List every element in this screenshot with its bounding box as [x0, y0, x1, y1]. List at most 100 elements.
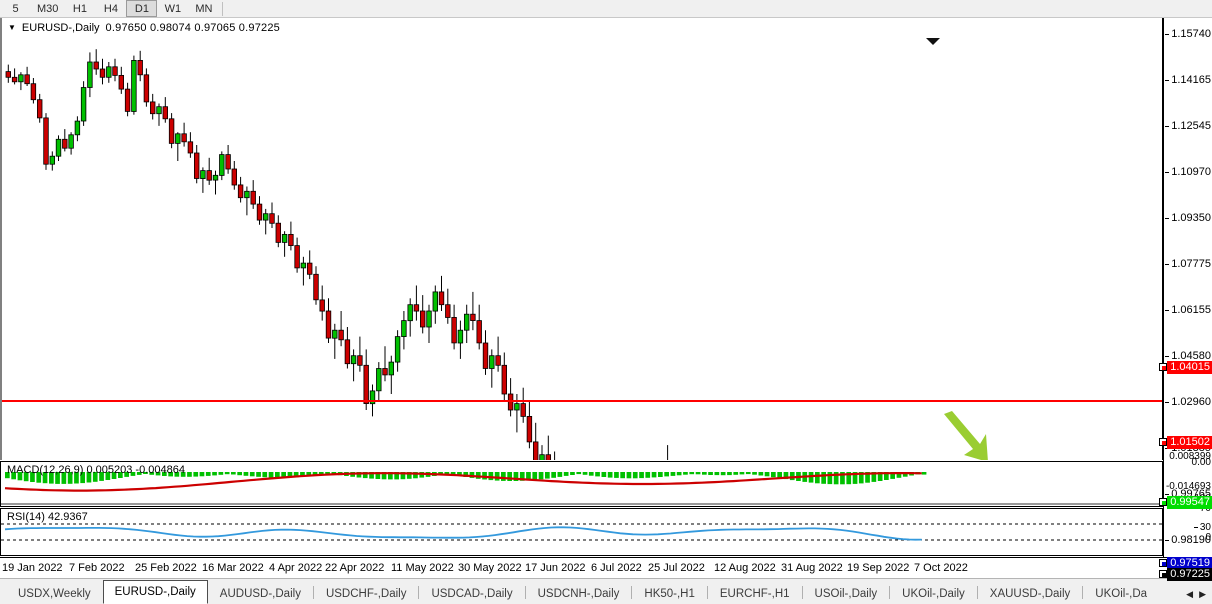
price-tick-label: 1.04580	[1171, 350, 1211, 362]
chart-tab-usdchfdaily[interactable]: USDCHF-,Daily	[325, 587, 407, 600]
macd-indicator-pane[interactable]: MACD(12,26,9) 0.005203 -0.004864	[0, 461, 1163, 507]
price-badge-label: 0.97519	[1170, 557, 1210, 569]
tick-dash	[1165, 310, 1170, 311]
tab-divider	[889, 585, 891, 599]
price-badge-1.01502[interactable]: 1.01502	[1159, 436, 1212, 449]
timeframe-button-w1[interactable]: W1	[164, 2, 182, 15]
tab-divider	[312, 585, 314, 599]
chart-tab-ukoilda[interactable]: UKOil-,Da	[1095, 587, 1148, 600]
price-tick: 1.10970	[1165, 166, 1211, 178]
tab-scroll-left-icon[interactable]: ◀	[1186, 589, 1194, 599]
macd-scale-tick: 0.008399	[1169, 451, 1211, 462]
chart-tab-usdxweekly[interactable]: USDX,Weekly	[18, 587, 91, 600]
price-tick-label: 1.14165	[1171, 74, 1211, 86]
tab-divider	[631, 585, 633, 599]
price-tick: 1.14165	[1165, 74, 1211, 86]
rsi-scale-tick: 0	[1205, 532, 1211, 543]
level-handle-dot	[1162, 441, 1167, 445]
rsi-indicator-pane[interactable]: RSI(14) 42.9367	[0, 508, 1163, 556]
chart-tab-hk50h1[interactable]: HK50-,H1	[644, 587, 695, 600]
rsi-label: RSI(14) 42.9367	[7, 511, 88, 523]
collapse-caret-icon[interactable]: ▼	[8, 23, 16, 32]
price-badge-0.99547[interactable]: 0.99547	[1159, 496, 1212, 509]
tick-dash	[1165, 126, 1170, 127]
time-tick-label: 31 Aug 2022	[781, 562, 843, 574]
time-tick-label: 16 Mar 2022	[202, 562, 264, 574]
price-tick: 1.04580	[1165, 350, 1211, 362]
price-badge-1.04015[interactable]: 1.04015	[1159, 361, 1212, 374]
price-badge-0.97519[interactable]: 0.97519	[1159, 557, 1212, 570]
price-badge-label: 1.01502	[1170, 436, 1210, 448]
tick-dash	[1165, 80, 1170, 81]
tab-scroll-controls[interactable]: ◀ ▶	[1182, 589, 1212, 604]
timeframe-button-h4[interactable]: H4	[103, 2, 118, 15]
time-tick-label: 25 Feb 2022	[135, 562, 197, 574]
tick-dash	[1165, 264, 1170, 265]
level-handle-icon[interactable]	[1159, 570, 1168, 578]
price-badge-label: 1.04015	[1170, 361, 1210, 373]
macd-series	[1, 472, 1162, 505]
chart-tab-xauusddaily[interactable]: XAUUSD-,Daily	[989, 587, 1071, 600]
time-tick-label: 7 Feb 2022	[69, 562, 125, 574]
price-chart-pane[interactable]	[0, 18, 1163, 460]
level-handle-icon[interactable]	[1159, 438, 1168, 446]
price-tick-label: 1.10970	[1171, 166, 1211, 178]
price-tick: 1.09350	[1165, 213, 1211, 224]
price-tick: 1.07775	[1165, 258, 1211, 270]
level-handle-icon[interactable]	[1159, 363, 1168, 371]
timeframe-button-d1[interactable]: D1	[126, 0, 158, 17]
time-tick-label: 7 Oct 2022	[914, 562, 968, 574]
chart-tab-eurusddaily[interactable]: EURUSD-,Daily	[102, 580, 208, 604]
price-tick-label: 1.06155	[1171, 304, 1211, 316]
chart-area: MACD(12,26,9) 0.005203 -0.004864 RSI(14)…	[0, 18, 1212, 581]
time-tick-label: 6 Jul 2022	[591, 562, 642, 574]
rsi-scale-label: 0	[1205, 532, 1211, 543]
chart-top-marker-icon	[926, 38, 940, 45]
timeframe-toolbar: 5 M30 H1 H4 D1 W1 MN	[0, 0, 1212, 18]
price-tick-label: 1.07775	[1171, 258, 1211, 270]
chart-tab-usdcaddaily[interactable]: USDCAD-,Daily	[431, 587, 513, 600]
tick-dash	[1193, 527, 1198, 528]
price-tick: 0.99765	[1165, 489, 1211, 500]
tick-dash	[1165, 356, 1170, 357]
level-handle-dot	[1162, 366, 1167, 370]
price-axis[interactable]: 1.15740 1.14165 1.12545 1.10970 1.09350 1.077…	[1159, 18, 1212, 581]
level-handle-icon[interactable]	[1159, 498, 1168, 506]
chart-tab-usoildaily[interactable]: USOil-,Daily	[814, 587, 878, 600]
tab-divider	[524, 585, 526, 599]
price-badge-label: 0.99547	[1170, 496, 1210, 508]
rsi-scale-tick: 30	[1193, 522, 1211, 533]
tick-dash	[1165, 218, 1170, 219]
time-axis: 19 Jan 2022 7 Feb 2022 25 Feb 2022 16 Mar 2…	[0, 557, 1212, 578]
timeframe-button-mn[interactable]: MN	[195, 2, 213, 15]
time-tick-label: 30 May 2022	[458, 562, 522, 574]
chart-tab-eurchfh1[interactable]: EURCHF-,H1	[719, 587, 790, 600]
tab-scroll-right-icon[interactable]: ▶	[1199, 589, 1206, 599]
level-handle-dot	[1162, 573, 1167, 577]
level-handle-icon[interactable]	[1159, 559, 1168, 567]
timeframe-button-h1[interactable]: H1	[72, 2, 87, 15]
tick-dash	[1165, 494, 1170, 495]
price-tick: 1.12545	[1165, 121, 1211, 132]
price-tick: 1.15740	[1165, 29, 1211, 40]
price-badge-0.97225[interactable]: 0.97225	[1159, 568, 1212, 581]
symbol-name: EURUSD-,Daily	[21, 22, 100, 34]
level-handle-dot	[1162, 562, 1167, 566]
chart-tab-usdcnhdaily[interactable]: USDCNH-,Daily	[537, 587, 620, 600]
macd-scale-label: 0.008399	[1169, 451, 1211, 462]
price-tick: 0.98190	[1165, 535, 1211, 546]
price-tick-label: 1.02960	[1171, 396, 1211, 408]
rsi-series	[1, 523, 1162, 541]
chart-tab-audusddaily[interactable]: AUDUSD-,Daily	[219, 587, 301, 600]
tab-divider	[418, 585, 420, 599]
chart-tab-ukoildaily[interactable]: UKOil-,Daily	[902, 587, 965, 600]
time-tick-label: 19 Jan 2022	[2, 562, 63, 574]
candlestick-series	[5, 49, 669, 460]
time-tick-label: 22 Apr 2022	[325, 562, 385, 574]
level-line-resistance-1[interactable]	[2, 400, 1162, 402]
timeframe-button-m30[interactable]: M30	[37, 2, 59, 15]
timeframe-button-5[interactable]: 5	[12, 2, 19, 15]
time-tick-label: 11 May 2022	[391, 562, 454, 574]
time-tick-label: 25 Jul 2022	[648, 562, 705, 574]
